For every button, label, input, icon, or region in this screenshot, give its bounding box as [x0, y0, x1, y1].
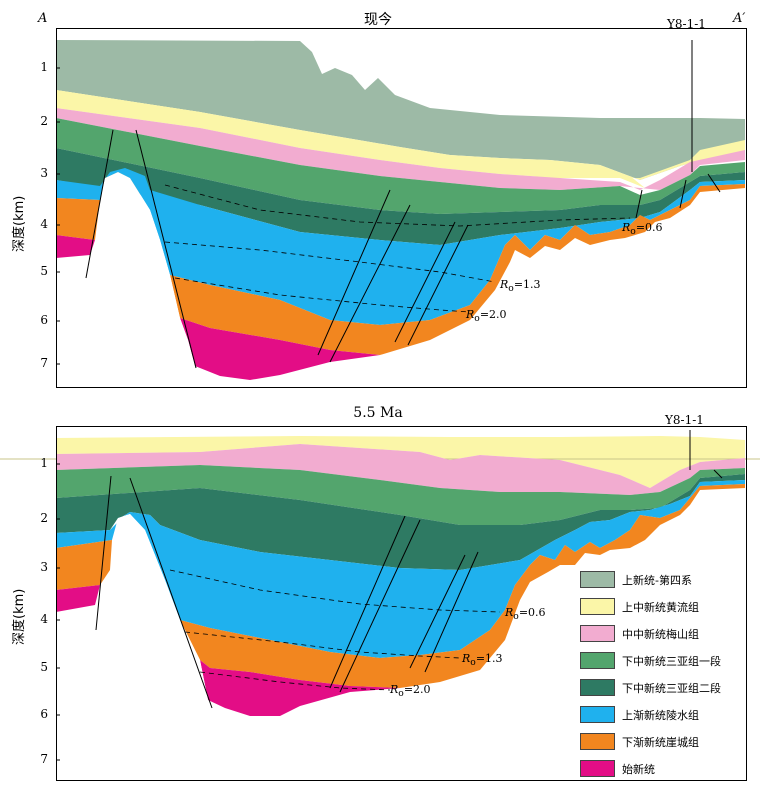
panel-bottom-tick: 4 — [40, 612, 48, 626]
layer-meishan — [56, 108, 745, 190]
legend-item: 下中新统三亚组一段 — [580, 647, 750, 674]
layer-sanya-1 — [56, 118, 745, 214]
legend: 上新统-第四系 上中新统黄流组 中中新统梅山组 下中新统三亚组一段 下中新统三亚… — [580, 566, 750, 782]
panel-top-y-axis-label: 深度(km) — [12, 195, 27, 252]
panel-top-frame — [56, 28, 747, 388]
panel-bottom-tick: 6 — [40, 707, 48, 721]
panel-top-tick: 2 — [40, 114, 48, 128]
panel-top-ro-label: Ro=2.0 — [466, 308, 507, 325]
legend-item: 上新统-第四系 — [580, 566, 750, 593]
panel-top-section — [56, 40, 745, 380]
legend-item: 上中新统黄流组 — [580, 593, 750, 620]
layer-eocene — [56, 235, 380, 380]
panel-bottom-tick: 5 — [40, 660, 48, 674]
legend-item: 下渐新统崖城组 — [580, 728, 750, 755]
legend-item: 始新统 — [580, 755, 750, 782]
legend-swatch — [580, 760, 615, 777]
panel-top-ro-label: Ro=0.6 — [622, 221, 663, 238]
panel-top-ro-label: Ro=1.3 — [500, 278, 541, 295]
panel-top-title: 现今 — [364, 12, 392, 28]
panel-bottom-tick: 7 — [40, 752, 48, 766]
legend-swatch — [580, 652, 615, 669]
panel-top-tick: 5 — [40, 264, 48, 278]
panel-bottom-y-axis-label: 深度(km) — [12, 588, 27, 645]
panel-bottom-well-label: Y8-1-1 — [665, 413, 704, 427]
legend-label: 下中新统三亚组一段 — [622, 654, 721, 668]
legend-label: 上渐新统陵水组 — [622, 708, 699, 722]
legend-item: 中中新统梅山组 — [580, 620, 750, 647]
panel-bottom-ro-label: Ro=1.3 — [462, 652, 503, 669]
section-label-left: A — [38, 11, 48, 26]
panel-bottom-section — [0, 430, 760, 761]
panel-bottom-tick: 1 — [40, 456, 48, 470]
panel-bottom-tick: 2 — [40, 511, 48, 525]
panel-top-tick: 7 — [40, 356, 48, 370]
layer-lingshui — [56, 168, 745, 325]
panel-top-tick: 3 — [40, 166, 48, 180]
legend-swatch — [580, 571, 615, 588]
panel-top-tick: 6 — [40, 313, 48, 327]
layer-yacheng — [56, 184, 745, 355]
panel-bottom-tick: 3 — [40, 560, 48, 574]
layer-pliocene-quaternary — [56, 40, 745, 180]
panel-top-well-label: Y8-1-1 — [667, 17, 706, 31]
legend-swatch — [580, 706, 615, 723]
panel-top-tick: 4 — [40, 217, 48, 231]
panel-bottom-ro-label: Ro=0.6 — [505, 606, 546, 623]
panel-bottom-frame — [56, 426, 747, 781]
legend-item: 上渐新统陵水组 — [580, 701, 750, 728]
legend-label: 中中新统梅山组 — [622, 627, 699, 641]
panel-top-tick: 1 — [40, 60, 48, 74]
legend-label: 始新统 — [622, 762, 655, 776]
legend-item: 下中新统三亚组二段 — [580, 674, 750, 701]
legend-label: 下中新统三亚组二段 — [622, 681, 721, 695]
legend-swatch — [580, 733, 615, 750]
legend-swatch — [580, 625, 615, 642]
legend-label: 上中新统黄流组 — [622, 600, 699, 614]
section-label-right: A′ — [733, 11, 746, 26]
legend-swatch — [580, 598, 615, 615]
layer-sanya-2 — [56, 148, 745, 245]
panel-bottom-title: 5.5 Ma — [353, 405, 403, 421]
legend-label: 下渐新统崖城组 — [622, 735, 699, 749]
panel-bottom-ro-label: Ro=2.0 — [390, 683, 431, 700]
legend-label: 上新统-第四系 — [622, 573, 692, 587]
legend-swatch — [580, 679, 615, 696]
